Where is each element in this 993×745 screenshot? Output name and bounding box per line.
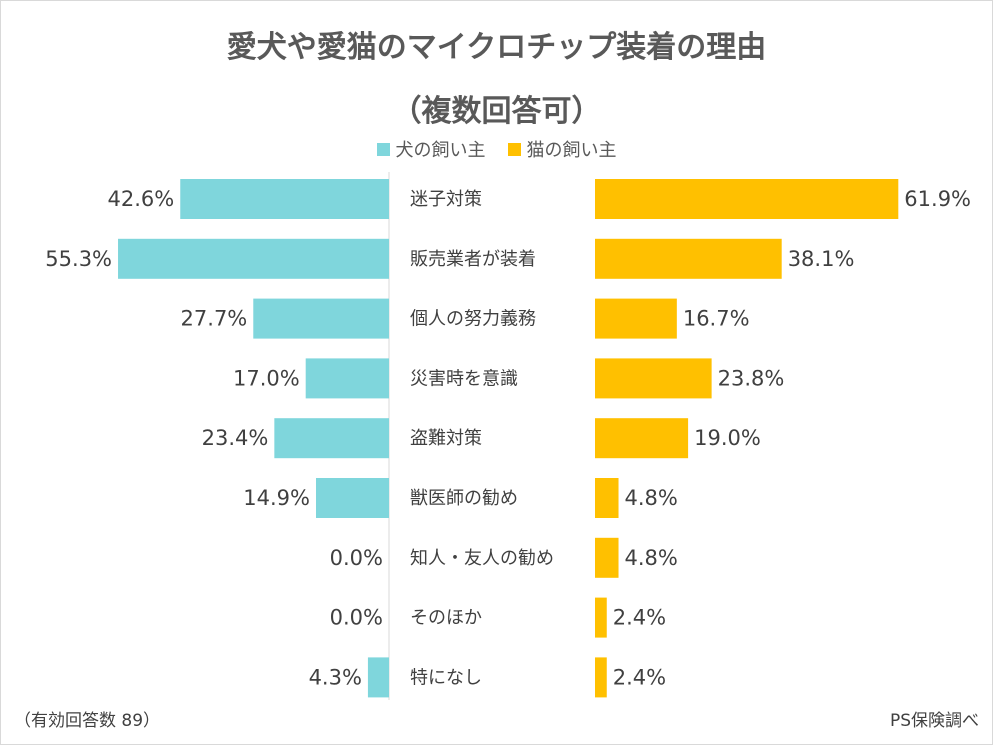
category-label-3: 災害時を意識 (410, 368, 518, 389)
category-label-8: 特になし (410, 667, 482, 688)
sample-size-note: （有効回答数 89） (14, 711, 161, 731)
bar-dog-0 (180, 179, 389, 219)
category-label-0: 迷子対策 (410, 189, 482, 210)
bar-dog-5 (315, 478, 389, 518)
data-label-cat-0: 61.9% (904, 187, 971, 211)
data-label-cat-2: 16.7% (683, 307, 750, 331)
bar-cat-4 (595, 418, 689, 459)
data-label-dog-1: 55.3% (45, 247, 112, 271)
data-label-cat-3: 23.8% (718, 366, 785, 390)
data-label-cat-7: 2.4% (613, 606, 666, 630)
data-label-cat-1: 38.1% (788, 247, 855, 271)
legend-label-dog: 犬の飼い主 (395, 140, 486, 161)
bar-cat-1 (595, 238, 782, 279)
source-note: PS保険調べ (889, 711, 979, 731)
data-label-cat-4: 19.0% (694, 426, 761, 450)
category-label-1: 販売業者が装着 (410, 249, 536, 270)
bar-dog-3 (305, 358, 389, 399)
data-label-dog-4: 23.4% (202, 426, 269, 450)
category-label-4: 盗難対策 (410, 428, 482, 449)
bar-dog-8 (367, 657, 389, 698)
category-label-6: 知人・友人の勧め (410, 548, 554, 569)
data-label-cat-6: 4.8% (625, 546, 678, 570)
category-label-2: 個人の努力義務 (410, 309, 536, 330)
data-label-dog-7: 0.0% (330, 606, 383, 630)
legend: 犬の飼い主 猫の飼い主 (0, 136, 993, 162)
bar-cat-7 (595, 597, 607, 638)
category-label-5: 獣医師の勧め (410, 488, 518, 509)
legend-item-cat: 猫の飼い主 (507, 136, 617, 162)
data-label-dog-8: 4.3% (309, 665, 362, 689)
data-label-dog-5: 14.9% (243, 486, 310, 510)
legend-label-cat: 猫の飼い主 (526, 140, 617, 161)
data-label-cat-8: 2.4% (613, 665, 666, 689)
data-label-cat-5: 4.8% (625, 486, 678, 510)
bar-dog-4 (274, 418, 389, 459)
data-label-dog-0: 42.6% (108, 187, 175, 211)
legend-item-dog: 犬の飼い主 (376, 136, 486, 162)
bar-cat-6 (595, 537, 619, 578)
chart-subtitle: （複数回答可） (391, 94, 602, 129)
bar-cat-8 (595, 657, 607, 698)
data-label-dog-3: 17.0% (233, 366, 300, 390)
data-label-dog-2: 27.7% (181, 307, 248, 331)
legend-swatch-dog (376, 142, 390, 156)
bar-dog-2 (253, 298, 389, 339)
chart-title: 愛犬や愛猫のマイクロチップ装着の理由 (226, 30, 767, 65)
bar-dog-1 (118, 238, 389, 279)
bar-cat-3 (595, 358, 712, 399)
bar-cat-0 (595, 179, 899, 219)
bar-cat-2 (595, 298, 677, 339)
legend-swatch-cat (507, 142, 521, 156)
data-label-dog-6: 0.0% (330, 546, 383, 570)
bar-cat-5 (595, 478, 619, 518)
category-label-7: そのほか (410, 608, 482, 629)
